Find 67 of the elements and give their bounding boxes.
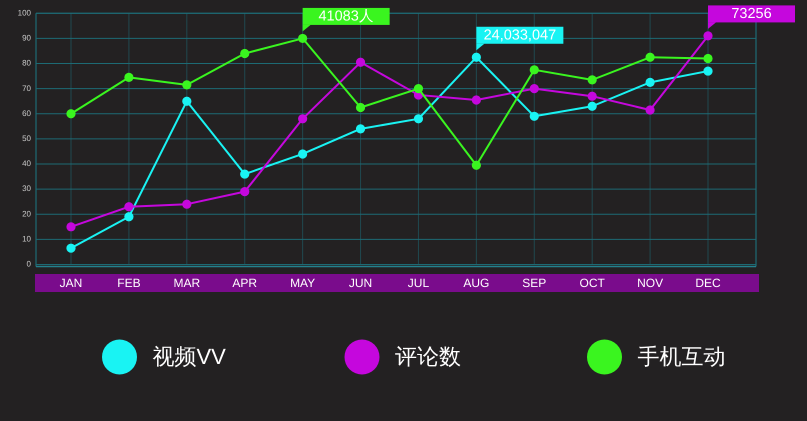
y-tick-label: 20 [22,209,32,218]
annotation: 73256 [731,6,772,22]
point [414,114,424,124]
annotation: 24,033,047 [476,26,564,50]
y-tick-label: 10 [22,234,32,244]
x-tick-label: JUN [348,276,372,290]
y-tick-label: 100 [18,8,32,18]
y-tick-label: 50 [22,134,32,144]
point [240,187,250,196]
legend-label: 手机互动 [638,344,726,369]
point [645,52,655,62]
point [66,244,76,253]
point [298,149,308,159]
point [703,66,713,76]
point [588,102,597,111]
point [472,52,481,62]
point [645,105,655,115]
point [588,75,597,84]
point [703,31,713,41]
point [530,84,539,94]
point [240,48,250,58]
point [124,72,134,82]
point [356,58,366,67]
x-tick-label: APR [232,276,258,290]
annotation: 24,033,047 [484,28,556,44]
point [530,112,539,121]
x-tick-label: JAN [60,276,82,290]
y-tick-label: 90 [22,34,32,43]
legend-label: 视频VV [152,344,226,369]
x-tick-label: FEB [117,276,141,290]
y-tick-label: 80 [22,58,32,68]
annotation: 41083人 [318,8,374,25]
x-tick-label: OCT [580,276,606,290]
x-tick-label: NOV [637,276,664,290]
annotation: 41083人 [302,8,390,32]
point [356,102,366,112]
y-tick-label: 60 [22,108,32,118]
point [66,109,76,118]
point [530,65,539,74]
x-tick-label: DEC [695,276,721,290]
point [472,95,481,105]
point [298,34,308,44]
x-tick-label: JUL [408,276,430,290]
point [356,124,366,134]
point [66,222,76,232]
x-tick-label: MAR [173,276,200,290]
point [240,169,250,179]
y-tick-label: 40 [22,159,32,168]
x-tick-label: MAY [290,276,316,290]
point [645,78,655,87]
annotation: 73256 [708,5,795,29]
point [472,160,481,170]
point [414,84,424,94]
point [182,200,192,209]
x-tick-label: AUG [463,276,490,290]
point [298,114,308,124]
point [703,54,713,64]
point [124,202,134,212]
x-tick-label: SEP [522,276,546,290]
point [182,96,192,106]
y-tick-label: 70 [22,84,32,93]
y-tick-label: 0 [26,260,32,269]
legend-label: 评论数 [395,344,461,369]
point [182,80,192,90]
point [588,92,597,101]
y-tick-label: 30 [22,184,32,194]
point [124,212,134,222]
